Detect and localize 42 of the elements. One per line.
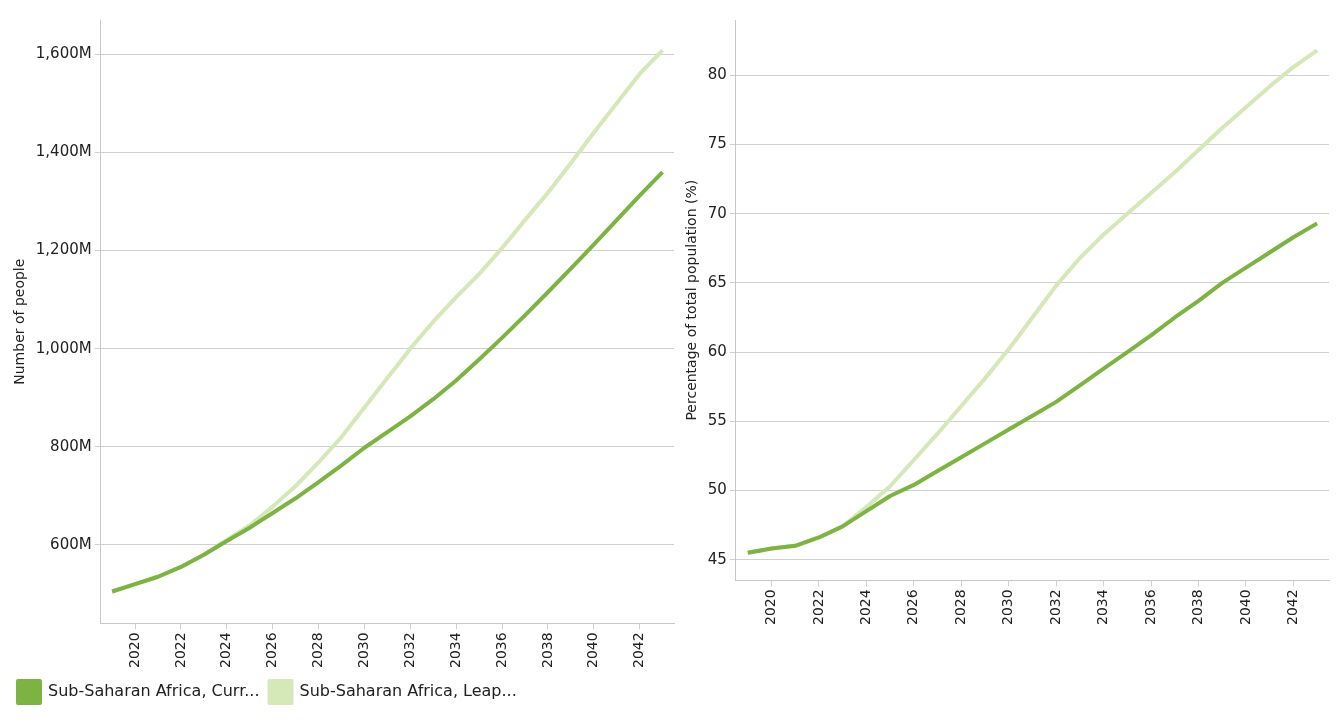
y-axis-title: Percentage of total population (%)	[683, 179, 700, 421]
y-tick-label: 80	[707, 65, 727, 84]
y-tick-label: 60	[707, 341, 727, 360]
x-tick-label: 2040	[584, 632, 601, 669]
x-tick-label: 2024	[217, 632, 234, 669]
y-tick-label: 1,200M	[35, 240, 92, 259]
x-tick-label: 2042	[630, 632, 647, 669]
y-tick-label: 45	[707, 549, 727, 568]
y-tick-label: 50	[707, 480, 727, 499]
x-tick-label: 2034	[446, 632, 463, 669]
y-tick-label: 600M	[50, 534, 92, 553]
y-axis-title: Number of people	[11, 258, 28, 385]
x-tick-label: 2038	[538, 632, 555, 669]
x-tick-label: 2026	[904, 589, 921, 626]
x-tick-label: 2034	[1094, 589, 1111, 626]
x-tick-label: 2028	[309, 632, 326, 669]
x-tick-label: 2032	[400, 632, 417, 669]
y-tick-label: 75	[707, 134, 727, 153]
x-tick-label: 2020	[762, 589, 779, 626]
x-tick-label: 2036	[492, 632, 509, 669]
x-tick-label: 2020	[125, 632, 142, 669]
y-tick-label: 1,000M	[35, 338, 92, 357]
x-tick-label: 2022	[171, 632, 188, 669]
legend-label: Sub-Saharan Africa, Curr...	[48, 681, 260, 701]
y-tick-label: 1,400M	[35, 142, 92, 161]
y-tick-label: 800M	[50, 436, 92, 455]
legend-label: Sub-Saharan Africa, Leap...	[299, 681, 517, 701]
y-tick-label: 1,600M	[35, 44, 92, 63]
x-tick-label: 2022	[809, 589, 826, 626]
x-tick-label: 2024	[857, 589, 874, 626]
y-tick-label: 65	[707, 272, 727, 291]
x-tick-label: 2030	[355, 632, 372, 669]
y-tick-label: 70	[707, 203, 727, 222]
y-tick-label: 55	[707, 411, 727, 430]
x-tick-label: 2032	[1046, 589, 1063, 626]
x-tick-label: 2036	[1141, 589, 1158, 626]
x-tick-label: 2026	[263, 632, 280, 669]
x-tick-label: 2038	[1189, 589, 1206, 626]
x-tick-label: 2030	[999, 589, 1016, 626]
x-tick-label: 2028	[951, 589, 968, 626]
x-tick-label: 2042	[1284, 589, 1301, 626]
x-tick-label: 2040	[1236, 589, 1253, 626]
